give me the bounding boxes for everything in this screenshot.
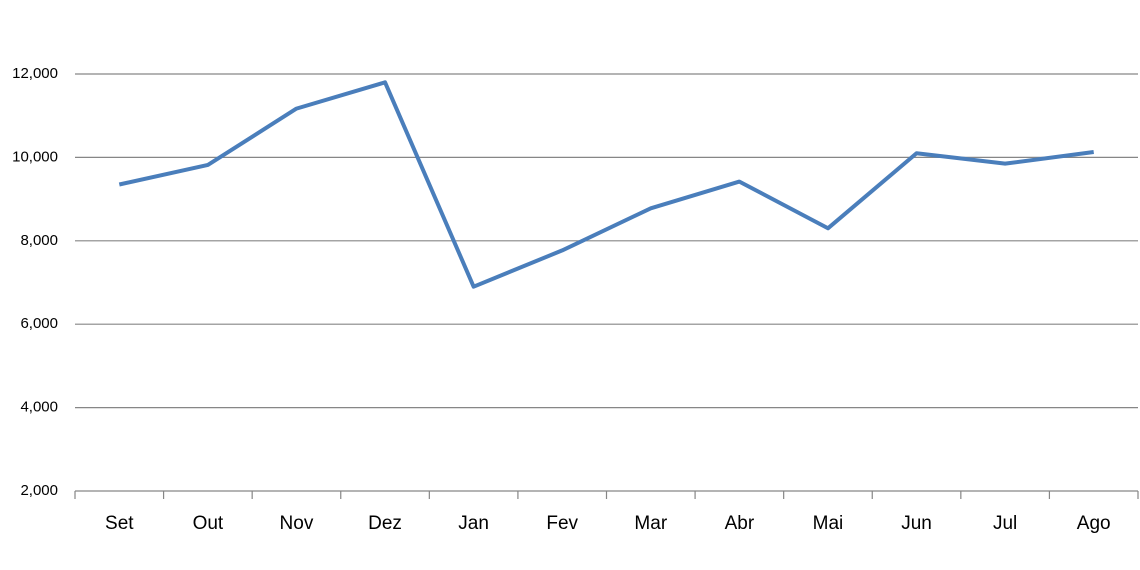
x-tick-label: Jan (458, 513, 489, 534)
line-series (118, 80, 1094, 289)
y-tick-label: 12,000 (12, 65, 58, 82)
x-tick-label: Set (105, 513, 134, 534)
y-tick-label: 6,000 (20, 315, 58, 332)
x-tick-label: Mai (813, 513, 844, 534)
x-tick-label: Ago (1077, 513, 1111, 534)
x-tick-label: Abr (725, 513, 755, 534)
y-tick-label: 8,000 (20, 232, 58, 249)
y-tick-label: 4,000 (20, 399, 58, 416)
x-tick-label: Jun (901, 513, 932, 534)
x-tick-label: Jul (993, 513, 1017, 534)
x-tick-label: Out (193, 513, 224, 534)
y-tick-label: 10,000 (12, 148, 58, 165)
x-tick-label: Mar (634, 513, 667, 534)
x-tick-label: Dez (368, 513, 402, 534)
x-tick-label: Nov (280, 513, 314, 534)
y-tick-label: 2,000 (20, 482, 58, 499)
x-tick-label: Fev (546, 513, 578, 534)
